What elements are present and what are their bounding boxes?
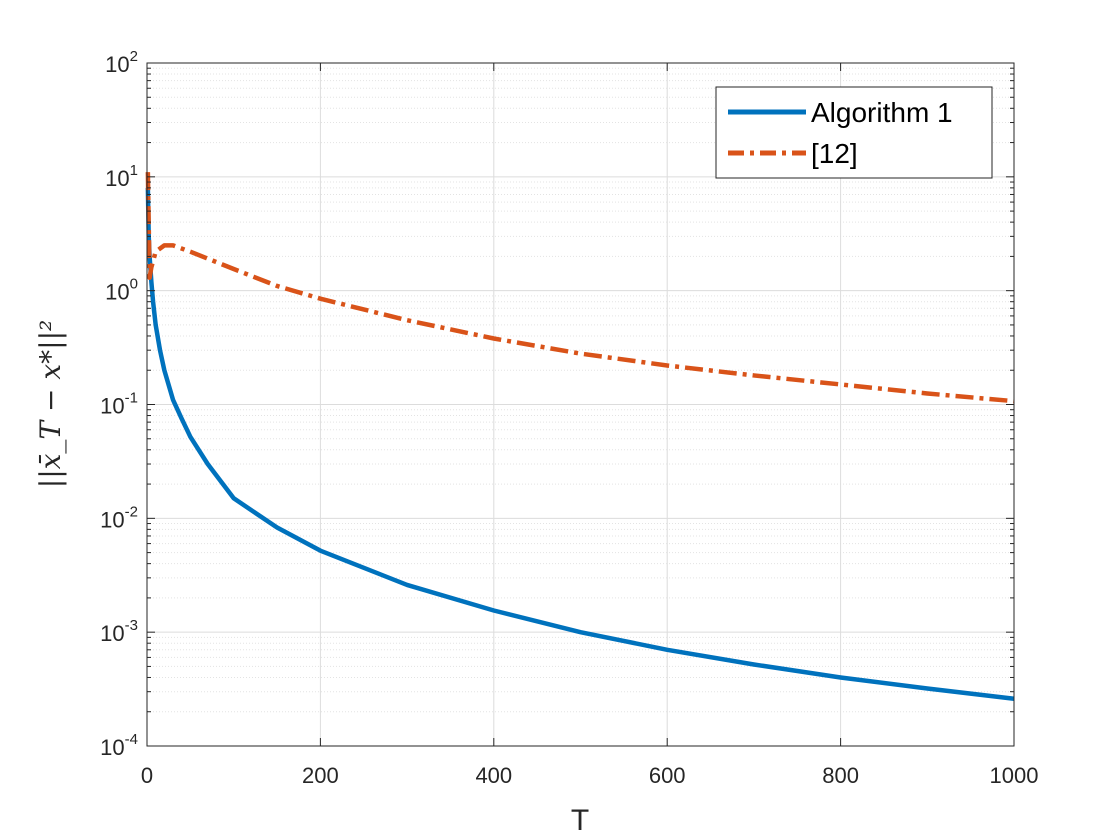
series-line-ref-12 [145,172,1015,404]
y-tick-label: 10-2 [100,503,138,532]
legend-label-algorithm-1: Algorithm 1 [811,97,953,128]
y-tick-label: 10-3 [100,617,138,646]
series-layer [145,172,1015,701]
y-tick-labels: 10-4 10-3 10-2 10-1 100 101 102 [100,48,138,760]
x-tick-label: 200 [302,763,339,788]
y-tick-label: 10-1 [100,390,138,419]
x-tick-label: 600 [649,763,686,788]
x-tick-label: 1000 [990,763,1039,788]
y-tick-label: 102 [105,48,138,77]
legend-box [715,86,993,179]
y-axis-label: ||x̄_T − x*||² [34,320,67,488]
y-tick-label: 100 [105,276,138,305]
minor-grid [147,67,1014,713]
x-axis-label: T [571,804,589,837]
y-tick-label: 10-4 [100,731,138,760]
legend-label-ref-12: [12] [811,138,858,169]
tick-marks [146,62,1015,747]
series-line-algorithm-1 [145,187,1015,701]
x-tick-label: 800 [822,763,859,788]
x-tick-labels: 0 200 400 600 800 1000 [141,763,1039,788]
y-tick-label: 101 [105,162,138,191]
x-tick-label: 0 [141,763,153,788]
x-tick-label: 400 [475,763,512,788]
legend: Algorithm 1 [12] [715,86,993,179]
